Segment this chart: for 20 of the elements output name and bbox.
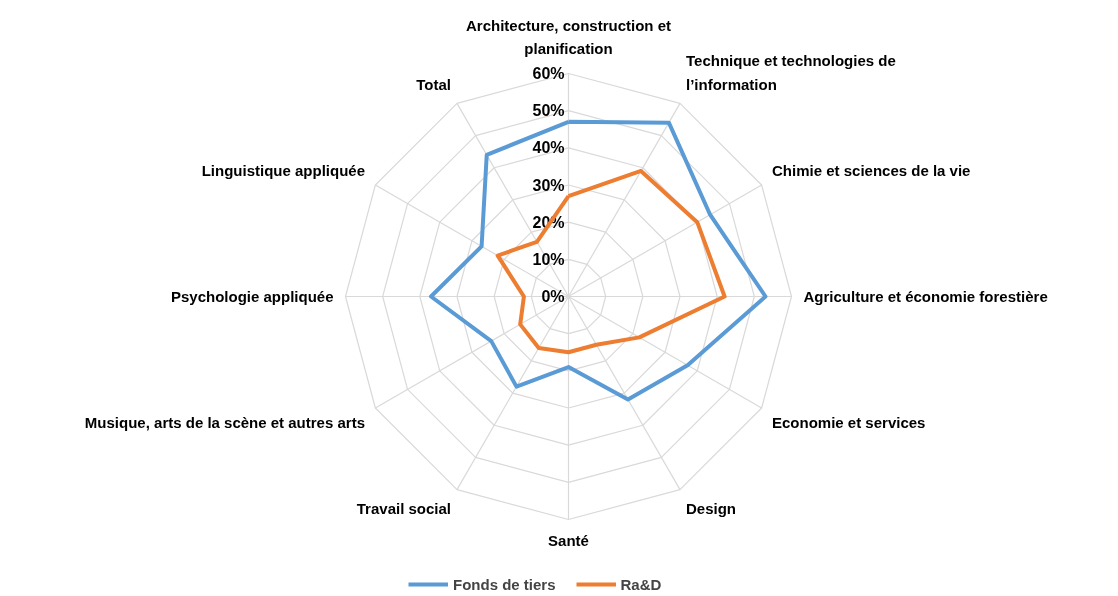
spoke-label: Agriculture et économie forestière xyxy=(803,288,1048,305)
spoke-label: Travail social xyxy=(356,500,452,518)
legend-label: Ra&D xyxy=(620,575,662,593)
legend-label: Fonds de tiers xyxy=(453,575,556,593)
spoke-label: Psychologie appliquée xyxy=(170,288,334,305)
y-tick-label: 30% xyxy=(532,176,565,194)
y-tick-label: 40% xyxy=(532,139,565,157)
y-tick-label: 50% xyxy=(532,102,565,120)
spoke-label: Economie et services xyxy=(772,414,926,431)
y-tick-label: 60% xyxy=(532,65,565,82)
y-tick-label: 10% xyxy=(532,250,565,268)
y-tick-label: 0% xyxy=(541,288,565,305)
spoke-label: Musique, arts de la scène et autres arts xyxy=(84,414,365,431)
spoke-label: Chimie et sciences de la vie xyxy=(772,162,971,179)
spoke-label: Architecture, construction et planification xyxy=(465,16,672,58)
spoke-label: Total xyxy=(416,75,451,93)
spoke-label: Design xyxy=(686,500,737,518)
spoke-label: Linguistique appliquée xyxy=(201,162,365,179)
spoke-label: Technique et technologies de l’information xyxy=(686,52,896,93)
spoke-label: Santé xyxy=(548,531,589,549)
